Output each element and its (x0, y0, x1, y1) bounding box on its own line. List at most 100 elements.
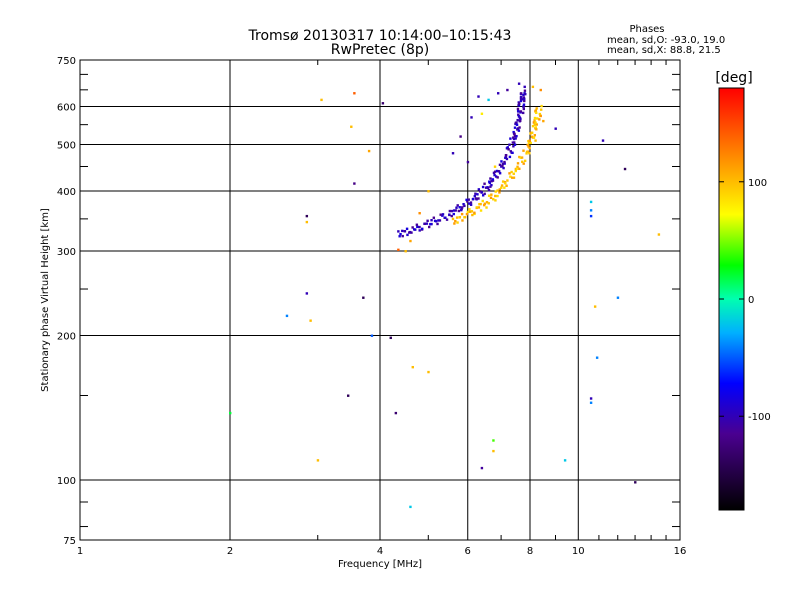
data-point (508, 155, 512, 159)
y-tick-label: 750 (57, 56, 76, 67)
data-point (538, 118, 541, 121)
data-point (480, 191, 483, 194)
data-point (450, 209, 454, 213)
colorbar-tick-label: 0 (748, 295, 754, 306)
data-point (503, 162, 506, 165)
data-point (518, 126, 521, 129)
data-point (427, 190, 430, 193)
data-point (525, 150, 529, 154)
data-point (465, 198, 468, 202)
data-point (554, 127, 557, 130)
data-point (527, 141, 531, 145)
data-point (410, 231, 413, 234)
data-point (531, 85, 535, 89)
data-point (517, 101, 520, 104)
data-point (512, 176, 516, 179)
data-point (411, 226, 414, 229)
data-point (513, 134, 517, 138)
data-point (517, 129, 521, 132)
data-point (512, 172, 515, 175)
data-point (492, 449, 495, 453)
data-point (527, 145, 530, 148)
data-point (519, 156, 522, 159)
data-point (489, 185, 492, 188)
data-point (500, 184, 504, 187)
data-point (487, 188, 491, 192)
data-point (458, 215, 462, 219)
data-point (316, 459, 320, 462)
data-point (470, 210, 474, 213)
data-point (513, 141, 516, 144)
data-point (483, 192, 486, 196)
data-point (536, 117, 539, 120)
data-point (534, 109, 537, 112)
data-point (398, 235, 401, 238)
data-point (522, 162, 525, 165)
data-point (523, 85, 526, 89)
data-point (430, 219, 433, 222)
data-point (508, 143, 511, 146)
data-point (405, 227, 409, 231)
data-point (441, 214, 444, 217)
data-point (459, 135, 462, 138)
data-point (409, 505, 412, 509)
data-point (401, 234, 404, 238)
data-point (305, 214, 309, 218)
data-point (441, 213, 445, 216)
data-point (485, 206, 488, 209)
data-point (563, 459, 567, 462)
data-point (534, 126, 538, 129)
colorbar-ticks: 100 0 -100 (719, 178, 771, 423)
data-point (511, 141, 515, 144)
data-point (353, 182, 356, 185)
data-point (489, 196, 493, 199)
data-point (527, 139, 530, 143)
data-point (526, 143, 529, 147)
data-point (453, 222, 456, 225)
data-point (531, 124, 535, 128)
data-point (454, 219, 457, 223)
data-point (496, 176, 499, 179)
y-tick-label: 75 (63, 536, 76, 547)
data-point (532, 121, 536, 124)
data-point (305, 292, 309, 295)
y-tick-label: 100 (57, 476, 76, 487)
data-point (480, 112, 484, 115)
y-axis-label: Stationary phase Virtual Height [km] (40, 208, 51, 392)
data-point (492, 171, 496, 175)
data-point (465, 212, 469, 216)
data-point (381, 102, 385, 105)
data-point (516, 118, 519, 122)
data-point (461, 219, 464, 222)
data-point (518, 102, 521, 105)
data-point (448, 209, 452, 213)
colorbar-tick-label: 100 (748, 178, 767, 189)
data-point (483, 182, 486, 185)
data-point (498, 188, 502, 191)
data-point (448, 213, 451, 217)
data-point (474, 192, 477, 195)
data-point (516, 127, 520, 130)
data-point (486, 186, 490, 190)
data-point (455, 216, 459, 219)
data-point (519, 95, 523, 99)
data-point (529, 141, 532, 145)
data-point (535, 111, 538, 115)
data-point (601, 139, 605, 142)
data-point (408, 231, 411, 234)
data-point (504, 182, 507, 185)
data-point (467, 198, 470, 201)
data-point (468, 208, 471, 211)
data-point (533, 119, 536, 122)
data-point (455, 206, 458, 209)
data-point (533, 116, 537, 120)
data-point (535, 107, 538, 110)
data-point (616, 296, 620, 299)
data-point (509, 137, 512, 140)
data-point (589, 209, 593, 212)
stats-line-x: mean, sd,X: 88.8, 21.5 (607, 45, 721, 56)
data-point (514, 169, 517, 173)
plot-frame (79, 59, 681, 541)
data-point (493, 170, 497, 173)
